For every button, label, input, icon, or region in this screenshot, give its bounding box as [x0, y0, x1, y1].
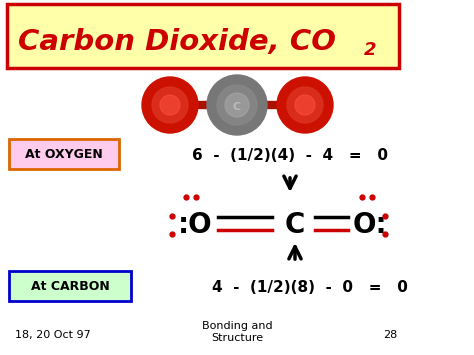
Text: Carbon Dioxide, CO: Carbon Dioxide, CO	[18, 28, 336, 56]
Circle shape	[277, 77, 333, 133]
Circle shape	[207, 75, 267, 135]
Circle shape	[217, 85, 257, 125]
FancyBboxPatch shape	[7, 4, 399, 68]
Text: O:: O:	[353, 211, 387, 239]
Text: C: C	[285, 211, 305, 239]
Text: 6  -  (1/2)(4)  -  4   =   0: 6 - (1/2)(4) - 4 = 0	[192, 147, 388, 163]
FancyBboxPatch shape	[9, 271, 131, 301]
Circle shape	[142, 77, 198, 133]
FancyBboxPatch shape	[9, 139, 119, 169]
Text: At CARBON: At CARBON	[31, 280, 109, 294]
Circle shape	[152, 87, 188, 123]
Circle shape	[295, 95, 315, 115]
Text: 28: 28	[383, 330, 397, 340]
Text: C: C	[233, 102, 241, 112]
Text: 2: 2	[364, 41, 376, 59]
Circle shape	[160, 95, 180, 115]
Text: Bonding and
Structure: Bonding and Structure	[202, 321, 272, 343]
Text: 4  -  (1/2)(8)  -  0   =   0: 4 - (1/2)(8) - 0 = 0	[212, 279, 408, 295]
Circle shape	[225, 93, 249, 117]
Text: :O: :O	[178, 211, 212, 239]
Text: At OXYGEN: At OXYGEN	[25, 148, 103, 162]
Text: 18, 20 Oct 97: 18, 20 Oct 97	[15, 330, 91, 340]
Circle shape	[287, 87, 323, 123]
